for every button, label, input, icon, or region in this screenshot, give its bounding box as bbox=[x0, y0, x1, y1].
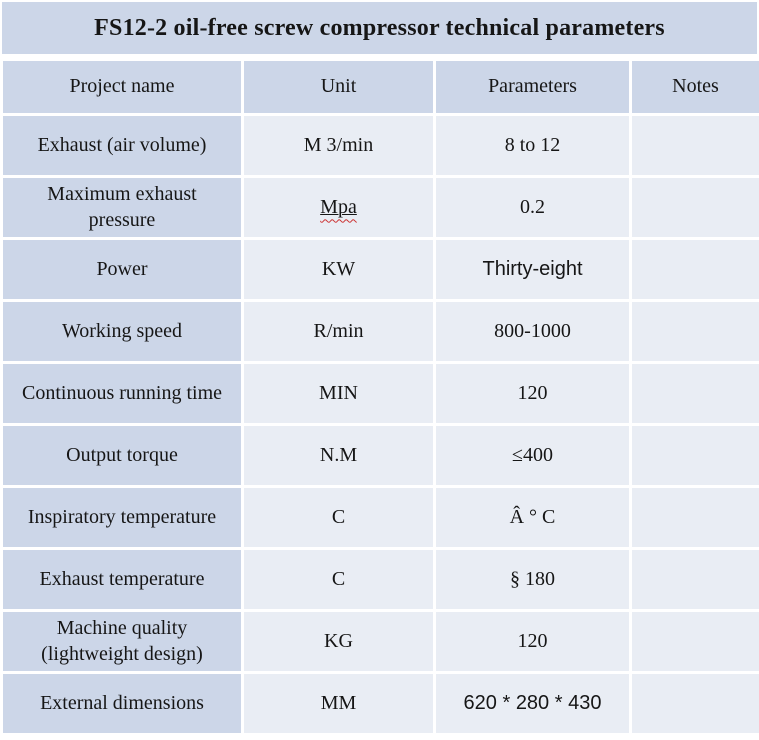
unit-text: M 3/min bbox=[303, 133, 374, 156]
table-row: Output torque N.M ≤400 bbox=[0, 423, 759, 488]
unit-text-wrapper: KW bbox=[322, 258, 355, 280]
unit-text: KW bbox=[321, 257, 356, 280]
unit-text-wrapper: MIN bbox=[319, 382, 358, 404]
table-row: Continuous running time MIN 120 bbox=[0, 361, 759, 426]
project-name-cell: Exhaust temperature bbox=[0, 547, 244, 612]
unit-text-wrapper: MM bbox=[321, 692, 357, 714]
unit-text: R/min bbox=[313, 319, 364, 342]
parameters-cell: ≤400 bbox=[433, 423, 632, 488]
parameters-cell: 120 bbox=[433, 361, 632, 426]
notes-cell bbox=[629, 609, 759, 674]
unit-text-wrapper: C bbox=[332, 568, 345, 590]
parameters-cell: Â ° C bbox=[433, 485, 632, 550]
unit-cell: C bbox=[241, 485, 436, 550]
column-header-unit: Unit bbox=[241, 58, 436, 116]
unit-cell: MM bbox=[241, 671, 436, 736]
column-header-parameters: Parameters bbox=[433, 58, 632, 116]
notes-cell bbox=[629, 361, 759, 426]
parameters-cell: 120 bbox=[433, 609, 632, 674]
project-name-cell: Continuous running time bbox=[0, 361, 244, 426]
unit-text: Mpa bbox=[320, 195, 357, 218]
notes-cell bbox=[629, 175, 759, 240]
project-name-cell: Working speed bbox=[0, 299, 244, 364]
notes-cell bbox=[629, 485, 759, 550]
parameters-table: Project name Unit Parameters Notes Exhau… bbox=[0, 58, 759, 736]
unit-cell: C bbox=[241, 547, 436, 612]
unit-text: C bbox=[331, 567, 346, 590]
unit-cell: MIN bbox=[241, 361, 436, 426]
unit-text-wrapper: Mpa bbox=[320, 196, 357, 218]
project-name-cell: External dimensions bbox=[0, 671, 244, 736]
column-header-project-name: Project name bbox=[0, 58, 244, 116]
unit-cell: KG bbox=[241, 609, 436, 674]
notes-cell bbox=[629, 299, 759, 364]
unit-text-wrapper: KG bbox=[324, 630, 353, 652]
table-row: Maximum exhaust pressure Mpa 0.2 bbox=[0, 175, 759, 240]
table-row: External dimensions MM 620 * 280 * 430 bbox=[0, 671, 759, 736]
unit-text-wrapper: N.M bbox=[320, 444, 357, 466]
unit-cell: Mpa bbox=[241, 175, 436, 240]
table-row: Working speed R/min 800-1000 bbox=[0, 299, 759, 364]
unit-cell: N.M bbox=[241, 423, 436, 488]
table-row: Exhaust temperature C § 180 bbox=[0, 547, 759, 612]
unit-text-wrapper: C bbox=[332, 506, 345, 528]
parameters-cell: 8 to 12 bbox=[433, 113, 632, 178]
table-row: Exhaust (air volume) M 3/min 8 to 12 bbox=[0, 113, 759, 178]
project-name-cell: Inspiratory temperature bbox=[0, 485, 244, 550]
unit-text: MIN bbox=[319, 381, 358, 404]
unit-text: MM bbox=[320, 691, 357, 714]
notes-cell bbox=[629, 671, 759, 736]
table-body: Exhaust (air volume) M 3/min 8 to 12 Max… bbox=[0, 113, 759, 736]
unit-cell: M 3/min bbox=[241, 113, 436, 178]
notes-cell bbox=[629, 237, 759, 302]
table-row: Inspiratory temperature C Â ° C bbox=[0, 485, 759, 550]
notes-cell bbox=[629, 113, 759, 178]
unit-text: KG bbox=[324, 629, 353, 652]
parameters-cell: Thirty-eight bbox=[433, 237, 632, 302]
project-name-cell: Output torque bbox=[0, 423, 244, 488]
project-name-cell: Machine quality (lightweight design) bbox=[0, 609, 244, 674]
column-header-notes: Notes bbox=[629, 58, 759, 116]
unit-text: N.M bbox=[319, 443, 358, 466]
unit-text-wrapper: R/min bbox=[313, 320, 363, 342]
parameters-cell: § 180 bbox=[433, 547, 632, 612]
parameters-cell: 0.2 bbox=[433, 175, 632, 240]
project-name-cell: Exhaust (air volume) bbox=[0, 113, 244, 178]
table-row: Power KW Thirty-eight bbox=[0, 237, 759, 302]
notes-cell bbox=[629, 423, 759, 488]
table-title: FS12-2 oil-free screw compressor technic… bbox=[0, 0, 759, 58]
unit-cell: R/min bbox=[241, 299, 436, 364]
table-row: Machine quality (lightweight design) KG … bbox=[0, 609, 759, 674]
notes-cell bbox=[629, 547, 759, 612]
unit-cell: KW bbox=[241, 237, 436, 302]
parameters-cell: 800-1000 bbox=[433, 299, 632, 364]
unit-text-wrapper: M 3/min bbox=[304, 134, 373, 156]
header-row: Project name Unit Parameters Notes bbox=[0, 58, 759, 116]
project-name-cell: Maximum exhaust pressure bbox=[0, 175, 244, 240]
project-name-cell: Power bbox=[0, 237, 244, 302]
unit-text: C bbox=[331, 505, 346, 528]
parameters-cell: 620 * 280 * 430 bbox=[433, 671, 632, 736]
